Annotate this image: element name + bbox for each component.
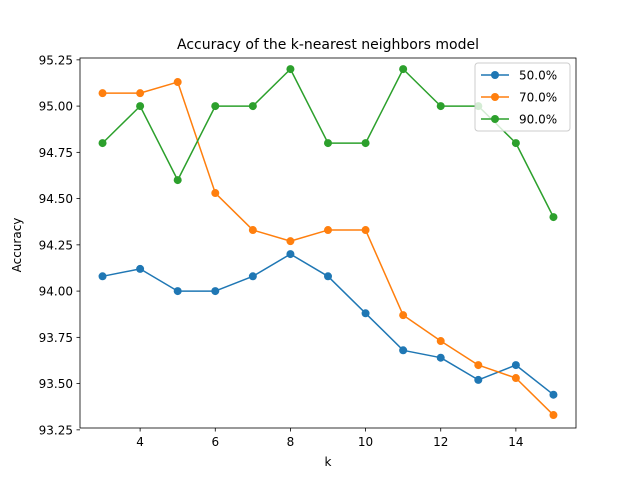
data-point (549, 411, 558, 420)
data-point (324, 139, 332, 148)
x-tick-label: 12 (433, 435, 448, 449)
data-point (511, 139, 520, 148)
data-point (136, 264, 145, 273)
x-axis-ticks: 4 6 8 10 12 14 (136, 428, 524, 449)
data-point (98, 139, 107, 148)
data-point (361, 309, 370, 318)
data-point (98, 272, 107, 281)
legend: 50.0% 70.0% 90.0% (474, 62, 571, 132)
series-1 (98, 250, 558, 399)
y-tick-label: 94.50 (39, 192, 73, 206)
y-tick-label: 93.25 (39, 423, 73, 437)
y-tick-label: 94.75 (39, 146, 73, 160)
data-point (211, 287, 220, 296)
data-point (136, 89, 145, 98)
data-point (211, 102, 220, 111)
data-point (173, 287, 182, 296)
data-point (286, 250, 295, 259)
data-point (324, 226, 332, 235)
legend-marker (491, 93, 499, 101)
data-point (474, 361, 483, 370)
x-axis-label: k (325, 455, 332, 469)
data-point (436, 353, 445, 362)
y-axis-ticks: 93.25 93.50 93.75 94.00 94.25 94.50 94.75 95.00… (39, 53, 80, 437)
y-tick-label: 94.00 (39, 285, 73, 299)
y-axis-label: Accuracy (10, 218, 24, 273)
data-point (286, 65, 295, 74)
data-point (361, 226, 370, 235)
legend-item: 90.0% (481, 113, 557, 127)
legend-label: 90.0% (519, 113, 557, 127)
x-tick-label: 10 (358, 435, 373, 449)
data-point (324, 272, 332, 281)
legend-label: 50.0% (519, 69, 557, 83)
data-point (436, 102, 445, 111)
data-point (511, 361, 520, 370)
data-point (173, 176, 182, 185)
data-point (248, 226, 257, 235)
y-tick-label: 93.50 (39, 377, 73, 391)
data-point (399, 311, 408, 320)
x-tick-label: 4 (136, 435, 144, 449)
data-point (248, 272, 257, 281)
legend-item: 70.0% (481, 91, 557, 105)
data-point (549, 213, 558, 222)
legend-marker (491, 115, 499, 123)
y-tick-label: 93.75 (39, 331, 73, 345)
y-tick-label: 94.25 (39, 238, 73, 252)
data-point (399, 346, 408, 355)
data-point (211, 189, 220, 198)
data-point (399, 65, 408, 74)
x-tick-label: 14 (508, 435, 523, 449)
data-point (361, 139, 370, 148)
legend-label: 70.0% (519, 91, 557, 105)
data-point (136, 102, 145, 111)
legend-box (474, 62, 571, 132)
chart-title: Accuracy of the k-nearest neighbors mode… (177, 37, 479, 53)
data-point (173, 78, 182, 87)
data-point (98, 89, 107, 98)
legend-marker (491, 71, 499, 79)
data-point (248, 102, 257, 111)
series-2 (98, 78, 558, 420)
legend-item: 50.0% (481, 69, 557, 83)
data-point (549, 390, 558, 399)
y-tick-label: 95.25 (39, 53, 73, 67)
y-tick-label: 95.00 (39, 100, 73, 114)
data-point (511, 374, 520, 383)
plot-frame (79, 57, 577, 429)
x-tick-label: 8 (287, 435, 295, 449)
data-point (474, 375, 483, 384)
data-point (286, 237, 295, 246)
x-tick-label: 6 (211, 435, 219, 449)
data-point (436, 337, 445, 346)
